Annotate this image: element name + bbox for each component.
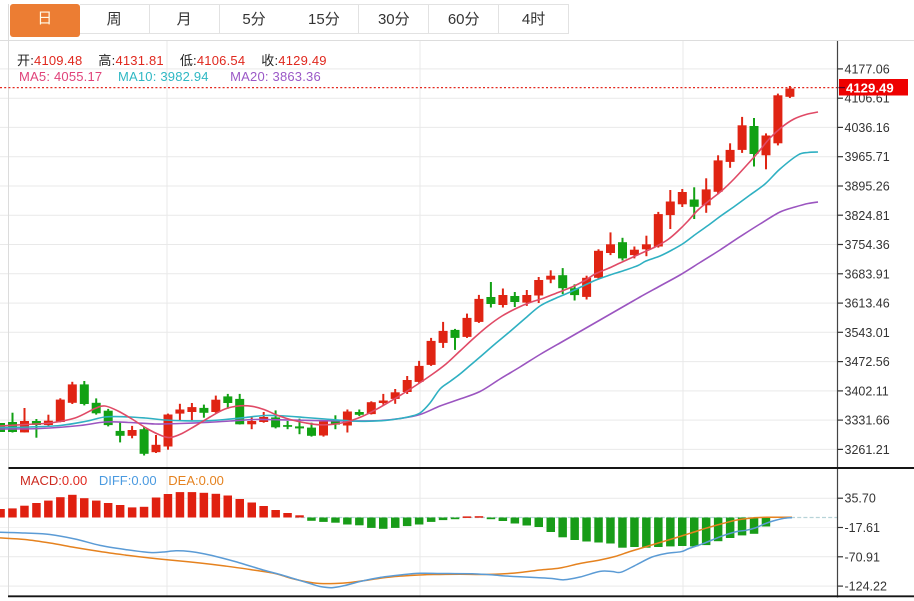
svg-text:-17.61: -17.61	[845, 521, 880, 535]
svg-text:3261.21: 3261.21	[845, 443, 890, 457]
svg-text:3754.36: 3754.36	[845, 238, 890, 252]
svg-text:4036.16: 4036.16	[845, 121, 890, 135]
svg-text:3402.11: 3402.11	[845, 384, 889, 398]
svg-text:3965.71: 3965.71	[845, 150, 890, 164]
svg-text:3331.66: 3331.66	[845, 414, 890, 428]
svg-text:3543.01: 3543.01	[845, 326, 890, 340]
svg-text:3683.91: 3683.91	[845, 267, 890, 281]
svg-text:4177.06: 4177.06	[845, 62, 890, 76]
svg-text:3895.26: 3895.26	[845, 180, 890, 194]
svg-text:35.70: 35.70	[845, 492, 876, 506]
svg-text:3824.81: 3824.81	[845, 209, 890, 223]
svg-text:4129.49: 4129.49	[846, 80, 894, 95]
svg-text:3472.56: 3472.56	[845, 355, 890, 369]
svg-text:-70.91: -70.91	[845, 550, 880, 564]
svg-text:3613.46: 3613.46	[845, 297, 890, 311]
svg-text:-124.22: -124.22	[845, 580, 887, 594]
